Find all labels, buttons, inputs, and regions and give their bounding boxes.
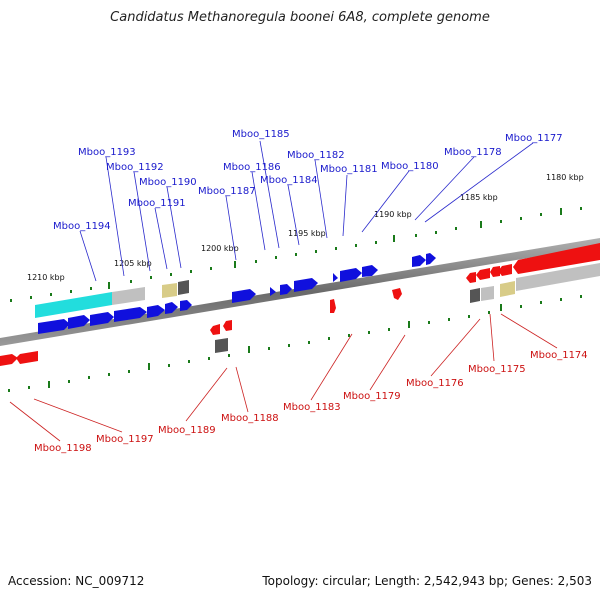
gene-label-mboo-1183[interactable]: Mboo_1183 [283, 402, 341, 413]
gene-label-mboo-1184[interactable]: Mboo_1184 [260, 175, 318, 186]
gene-label-mboo-1185[interactable]: Mboo_1185 [232, 129, 290, 140]
gene-arrow[interactable] [114, 307, 147, 322]
gene-label-mboo-1198[interactable]: Mboo_1198 [34, 443, 92, 454]
gene-arrow[interactable] [68, 315, 90, 329]
misc-feature[interactable] [178, 280, 189, 295]
gene-arrow[interactable] [513, 243, 600, 274]
kbp-label-1185: 1185 kbp [460, 193, 498, 202]
tick-ruler-top [10, 207, 582, 302]
gene-arrow[interactable] [180, 300, 192, 311]
rna-feature[interactable] [112, 287, 145, 305]
gene-label-mboo-1174[interactable]: Mboo_1174 [530, 350, 588, 361]
leader-lines-top [79, 140, 534, 282]
kbp-label-1205: 1205 kbp [114, 259, 152, 268]
gene-label-mboo-1181[interactable]: Mboo_1181 [320, 164, 378, 175]
accession-text: Accession: NC_009712 [8, 574, 145, 588]
gene-arrow[interactable] [412, 255, 426, 267]
misc-feature[interactable] [215, 338, 228, 353]
rna-feature[interactable] [481, 286, 494, 301]
gene-arrow[interactable] [392, 288, 402, 300]
gene-label-mboo-1175[interactable]: Mboo_1175 [468, 364, 526, 375]
gene-arrow[interactable] [165, 302, 178, 314]
gene-label-mboo-1192[interactable]: Mboo_1192 [106, 162, 164, 173]
gene-label-mboo-1187[interactable]: Mboo_1187 [198, 186, 256, 197]
gene-arrow[interactable] [280, 284, 292, 295]
gene-arrow[interactable] [426, 253, 436, 265]
gene-arrow[interactable] [38, 319, 70, 334]
forward-genes [38, 253, 436, 334]
gene-arrow[interactable] [90, 312, 114, 326]
gene-arrow[interactable] [340, 268, 362, 282]
kbp-label-1195: 1195 kbp [288, 229, 326, 238]
gene-arrow[interactable] [476, 268, 490, 280]
gene-label-mboo-1194[interactable]: Mboo_1194 [53, 221, 111, 232]
leader-lines-bottom [9, 313, 558, 442]
gene-label-mboo-1180[interactable]: Mboo_1180 [381, 161, 439, 172]
kbp-label-1210: 1210 kbp [27, 273, 65, 282]
gene-arrow[interactable] [490, 266, 500, 277]
gene-label-mboo-1188[interactable]: Mboo_1188 [221, 413, 279, 424]
map-title: Candidatus Methanoregula boonei 6A8, com… [110, 10, 490, 25]
kbp-label-1190: 1190 kbp [374, 210, 412, 219]
misc-feature[interactable] [470, 288, 480, 303]
kbp-label-1200: 1200 kbp [201, 244, 239, 253]
kbp-label-1180: 1180 kbp [546, 173, 584, 182]
gene-arrow[interactable] [147, 305, 165, 318]
gene-label-mboo-1197[interactable]: Mboo_1197 [96, 434, 154, 445]
gene-arrow[interactable] [210, 324, 220, 335]
gene-label-mboo-1191[interactable]: Mboo_1191 [128, 198, 186, 209]
gene-label-mboo-1189[interactable]: Mboo_1189 [158, 425, 216, 436]
gene-label-mboo-1177[interactable]: Mboo_1177 [505, 133, 563, 144]
gene-arrow[interactable] [223, 320, 232, 331]
gene-arrow[interactable] [294, 278, 318, 292]
reverse-genes [0, 243, 600, 366]
gene-arrow[interactable] [466, 272, 476, 283]
gene-label-mboo-1190[interactable]: Mboo_1190 [139, 177, 197, 188]
gene-arrow[interactable] [0, 354, 18, 366]
trna-feature[interactable] [500, 281, 515, 297]
gene-arrow[interactable] [270, 287, 276, 296]
genome-summary-text: Topology: circular; Length: 2,542,943 bp… [262, 574, 592, 588]
gene-label-mboo-1193[interactable]: Mboo_1193 [78, 147, 136, 158]
genome-backbone [0, 238, 600, 346]
gene-label-mboo-1178[interactable]: Mboo_1178 [444, 147, 502, 158]
trna-feature[interactable] [162, 283, 177, 298]
gene-arrow[interactable] [232, 289, 256, 303]
gene-arrow[interactable] [362, 265, 378, 277]
rna-feature[interactable] [516, 263, 600, 291]
tick-ruler-bottom [8, 295, 582, 392]
gene-arrow[interactable] [333, 273, 338, 282]
gene-label-mboo-1176[interactable]: Mboo_1176 [406, 378, 464, 389]
gene-arrow[interactable] [16, 351, 38, 364]
gene-arrow[interactable] [498, 264, 512, 276]
gene-label-mboo-1182[interactable]: Mboo_1182 [287, 150, 345, 161]
rrna-feature[interactable] [35, 292, 112, 318]
gene-label-mboo-1186[interactable]: Mboo_1186 [223, 162, 281, 173]
gene-label-mboo-1179[interactable]: Mboo_1179 [343, 391, 401, 402]
gene-arrow[interactable] [330, 299, 336, 313]
